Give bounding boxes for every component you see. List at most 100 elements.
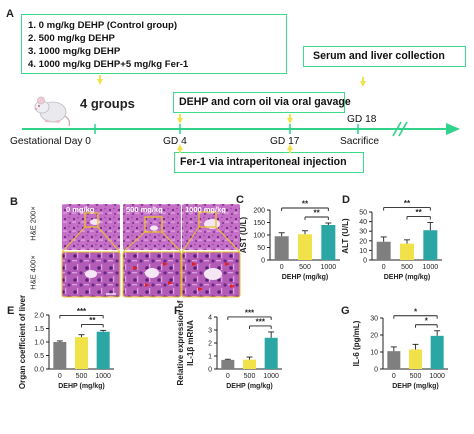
- y-tick-label: 0.5: [34, 353, 44, 360]
- timeline-gd4-label: GD 4: [163, 136, 187, 147]
- y-axis-label: Organ coefficient of liver: [18, 295, 27, 389]
- x-tick-label: 1000: [321, 264, 337, 271]
- gavage-box: DEHP and corn oil via oral gavage: [173, 92, 351, 113]
- col-label-500: 500 mg/kg: [126, 205, 163, 214]
- significance-label: *: [414, 307, 418, 316]
- x-tick-label: 0: [280, 264, 284, 271]
- significance-label: *: [425, 316, 429, 325]
- col-label-1000: 1000 mg/kg: [185, 205, 226, 214]
- x-tick-label: 500: [244, 373, 256, 380]
- he-stain-grid: [61, 204, 241, 298]
- x-tick-label: 0: [226, 373, 230, 380]
- x-tick-label: 500: [299, 264, 311, 271]
- y-tick-label: 150: [253, 220, 265, 227]
- panel-d-letter: D: [342, 194, 350, 206]
- arrow-gavage-down: [177, 114, 183, 124]
- y-tick-label: 1.5: [34, 326, 44, 333]
- x-tick-label: 1000: [429, 373, 445, 380]
- y-tick-label: 200: [253, 208, 265, 215]
- timeline-gd18-label: GD 18: [347, 114, 377, 125]
- significance-label: **: [302, 200, 309, 209]
- significance-label: ***: [77, 307, 87, 316]
- x-tick-label: 1000: [95, 373, 111, 380]
- group-line-1: 1. 0 mg/kg DEHP (Control group): [28, 20, 178, 31]
- bar: [430, 335, 444, 369]
- arrow-serum-down: [360, 77, 366, 87]
- x-tick-label: 1000: [263, 373, 279, 380]
- four-groups-label: 4 groups: [80, 96, 135, 111]
- timeline-gd17-label: GD 17: [270, 136, 300, 147]
- timeline-sacrifice-label: Sacrifice: [340, 136, 380, 147]
- group-line-4: 4. 1000 mg/kg DEHP+5 mg/kg Fer-1: [28, 59, 189, 70]
- timeline: [22, 75, 460, 153]
- y-tick-label: 4: [208, 315, 212, 322]
- bar: [387, 351, 401, 369]
- y-tick-label: 20: [370, 333, 378, 340]
- significance-label: **: [416, 208, 423, 217]
- y-tick-label: 10: [359, 248, 367, 255]
- x-axis-label: DEHP (mg/kg): [226, 383, 273, 390]
- y-tick-label: 0: [208, 367, 212, 374]
- bar: [274, 236, 289, 260]
- timeline-gd0-label: Gestational Day 0: [10, 136, 91, 147]
- significance-label: ***: [256, 317, 266, 326]
- arrow-fer1-up-2: [287, 144, 293, 153]
- significance-label: **: [89, 316, 96, 325]
- y-tick-label: 30: [370, 316, 378, 323]
- y-tick-label: 30: [359, 229, 367, 236]
- arrow-gavage-down-2: [287, 114, 293, 124]
- y-tick-label: 0: [261, 258, 265, 265]
- y-tick-label: 40: [359, 219, 367, 226]
- bar: [376, 241, 391, 260]
- bar: [53, 342, 67, 369]
- y-tick-label: 0: [363, 258, 367, 265]
- y-axis-label: Relative expression of: [176, 300, 185, 385]
- panel-f-letter: F: [174, 305, 181, 317]
- fer1-box: Fer-1 via intraperitoneal injection: [174, 152, 364, 173]
- y-tick-label: 2: [208, 341, 212, 348]
- y-axis-label: AST (U/L): [239, 216, 248, 253]
- arrow-groups-down: [97, 75, 103, 85]
- serum-collection-box: Serum and liver collection: [303, 46, 466, 67]
- bar: [423, 230, 438, 260]
- group-line-2: 2. 500 mg/kg DEHP: [28, 33, 115, 44]
- y-tick-label: 10: [370, 350, 378, 357]
- panel-c-letter: C: [236, 194, 244, 206]
- significance-label: **: [404, 199, 411, 208]
- x-axis-label: DEHP (mg/kg): [392, 383, 439, 390]
- bar: [409, 349, 422, 369]
- bar: [298, 234, 312, 260]
- y-tick-label: 1: [208, 354, 212, 361]
- x-axis-label: DEHP (mg/kg): [58, 383, 105, 390]
- x-axis-label: DEHP (mg/kg): [282, 274, 329, 281]
- x-tick-label: 0: [392, 373, 396, 380]
- serum-collection-label: Serum and liver collection: [313, 50, 445, 62]
- y-tick-label: 50: [257, 245, 265, 252]
- y-axis-label: IL-6 (pg/mL): [352, 320, 361, 366]
- bar: [264, 337, 278, 369]
- bar: [96, 331, 110, 369]
- y-tick-label: 20: [359, 238, 367, 245]
- significance-label: ***: [245, 308, 255, 317]
- panel-g-letter: G: [341, 305, 350, 317]
- panel-a-letter: A: [6, 8, 14, 20]
- x-tick-label: 500: [76, 373, 88, 380]
- y-tick-label: 100: [253, 233, 265, 240]
- bar: [321, 225, 336, 260]
- groups-box: 1. 0 mg/kg DEHP (Control group) 2. 500 m…: [21, 14, 287, 74]
- x-tick-label: 0: [58, 373, 62, 380]
- y-tick-label: 50: [359, 210, 367, 217]
- y-axis-label: IL-1β mRNA: [186, 320, 195, 366]
- y-axis-label: ALT (U/L): [341, 218, 350, 254]
- x-tick-label: 0: [382, 264, 386, 271]
- panel-b-letter: B: [10, 196, 18, 208]
- bar: [75, 337, 88, 369]
- mouse-icon: [34, 96, 71, 127]
- arrow-fer1-up: [177, 144, 183, 153]
- lesion-markers: [133, 262, 235, 291]
